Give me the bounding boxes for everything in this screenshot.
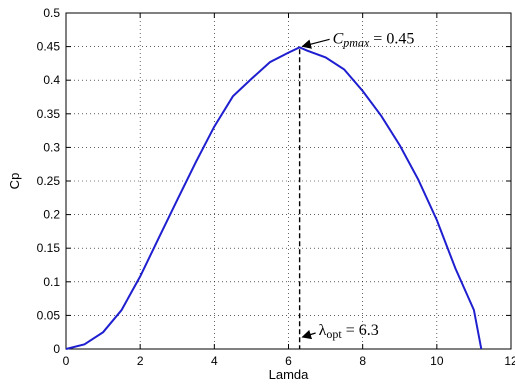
x-tick-label: 2 [137, 354, 144, 368]
y-tick-label: 0.2 [43, 208, 60, 222]
y-tick-label: 0.3 [43, 140, 60, 154]
y-tick-label: 0.5 [43, 6, 60, 20]
y-axis-label: Cp [7, 173, 22, 190]
y-tick-label: 0.25 [37, 174, 61, 188]
annotations: Cpmax = 0.45 λopt = 6.3 [298, 30, 415, 349]
y-tick-label: 0.45 [37, 40, 61, 54]
y-tick-label: 0.05 [37, 308, 61, 322]
y-tick-label: 0.35 [37, 107, 61, 121]
peak-arrow [301, 38, 330, 49]
x-tick-label: 10 [430, 354, 444, 368]
cpmax-annotation: Cpmax = 0.45 [333, 30, 415, 49]
x-tick-label: 0 [63, 354, 70, 368]
series [65, 46, 483, 350]
y-tick-label: 0.4 [43, 73, 60, 87]
y-tick-label: 0 [53, 342, 60, 356]
x-tick-label: 12 [504, 354, 515, 368]
x-tick-label: 8 [359, 354, 366, 368]
grid [66, 13, 511, 349]
ticks: 0 2 4 6 8 10 12 0 0.05 0.1 0.15 0.2 0.25 0.3 0.35 0.4 0.… [37, 6, 515, 368]
y-tick-label: 0.15 [37, 241, 61, 255]
lambda-opt-annotation: λopt = 6.3 [319, 322, 379, 341]
x-tick-label: 4 [211, 354, 218, 368]
x-tick-label: 6 [285, 354, 292, 368]
cp-curve [65, 46, 483, 350]
x-axis-label: Lamda [269, 367, 310, 382]
y-tick-label: 0.1 [43, 275, 60, 289]
opt-arrow [301, 329, 316, 340]
